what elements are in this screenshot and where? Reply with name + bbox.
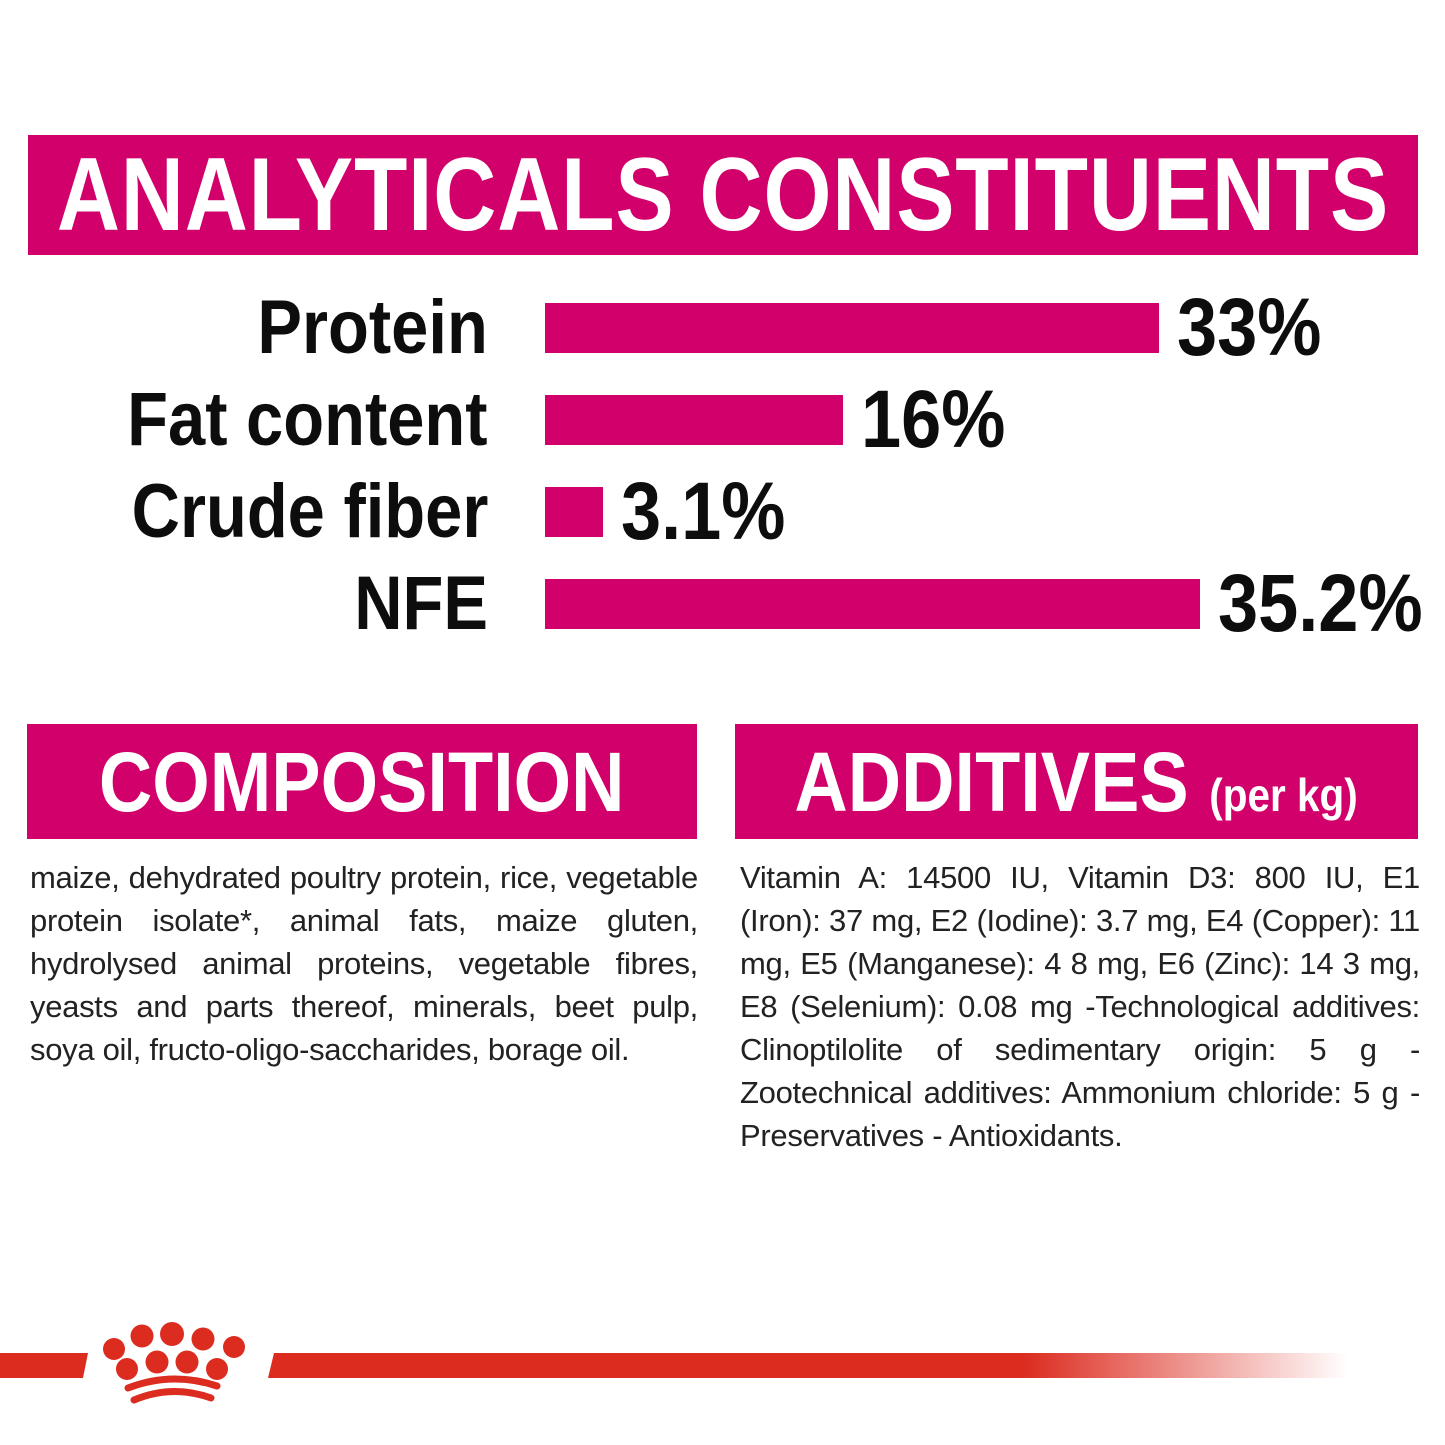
chart-category-label: NFE (354, 561, 488, 646)
chart-value-label: 3.1% (621, 466, 786, 557)
analyticals-header-banner: ANALYTICALS CONSTITUENTS (28, 135, 1418, 255)
chart-row-protein: Protein 33% (0, 287, 1445, 369)
chart-bar (545, 395, 843, 445)
chart-value-label: 33% (1177, 282, 1322, 373)
additives-title-main: ADDITIVES (794, 734, 1190, 829)
composition-header-box: COMPOSITION (27, 724, 697, 839)
chart-value-label: 35.2% (1218, 558, 1423, 649)
chart-category-label: Protein (257, 285, 488, 370)
chart-category-label: Crude fiber (131, 469, 488, 554)
chart-bar (545, 303, 1159, 353)
footer-rule-right (268, 1353, 1348, 1378)
chart-value-label: 16% (861, 374, 1006, 465)
chart-row-fat-content: Fat content 16% (0, 379, 1445, 461)
analyticals-bar-chart: Protein 33% Fat content 16% Crude fiber 3.1% N… (0, 287, 1445, 645)
chart-row-crude-fiber: Crude fiber 3.1% (0, 471, 1445, 553)
composition-title: COMPOSITION (99, 734, 625, 829)
chart-bar (545, 487, 603, 537)
chart-row-nfe: NFE 35.2% (0, 563, 1445, 645)
additives-header-box: ADDITIVES (per kg) (735, 724, 1418, 839)
royal-canin-crown-logo (103, 1322, 245, 1404)
chart-bar (545, 579, 1200, 629)
analyticals-title: ANALYTICALS CONSTITUENTS (56, 137, 1390, 253)
chart-category-label: Fat content (127, 377, 488, 462)
additives-title-unit: (per kg) (1209, 768, 1359, 821)
additives-body-text: Vitamin A: 14500 IU, Vitamin D3: 800 IU,… (740, 860, 1420, 1153)
additives-title: ADDITIVES (per kg) (795, 740, 1358, 824)
composition-body-text: maize, dehydrated poultry protein, rice,… (30, 860, 698, 1067)
footer-rule-left (0, 1353, 88, 1378)
